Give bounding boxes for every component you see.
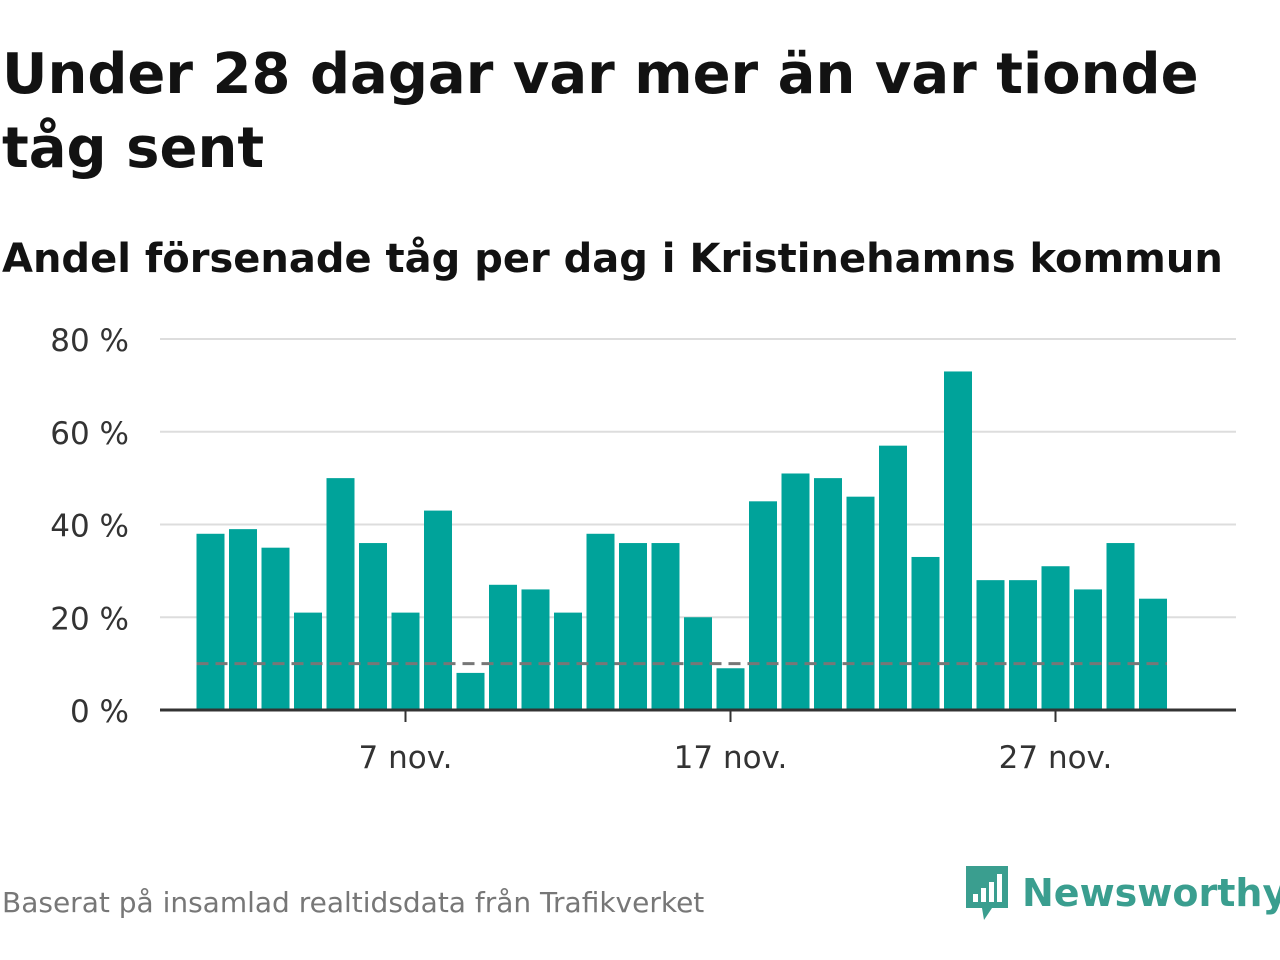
y-tick-label: 60 % [50,416,129,452]
chart-subtitle: Andel försenade tåg per dag i Kristineha… [2,236,1223,282]
bar [1106,543,1135,710]
bar [879,445,907,710]
bar [229,529,257,710]
bar [911,556,940,710]
x-tick-label: 27 nov. [999,740,1113,776]
x-tick-label: 7 nov. [359,740,453,776]
y-tick-label: 80 % [50,323,129,359]
bar [814,478,842,710]
source-note: Baserat på insamlad realtidsdata från Tr… [2,886,705,919]
bar [521,589,550,710]
bar [294,612,322,710]
x-tick-label: 17 nov. [674,740,788,776]
y-tick-label: 40 % [50,509,129,545]
bar [619,543,647,710]
bar [749,501,777,710]
bar [586,533,615,710]
bar [456,672,485,710]
newsworthy-brand: Newsworthy [962,862,1280,924]
bar [1009,580,1037,710]
bar [489,584,517,710]
bar [261,547,290,710]
bar [196,533,225,710]
bar [554,612,582,710]
bar [326,478,355,710]
chart-title: Under 28 dagar var mer än var tionde tåg… [2,42,1199,181]
bar [1074,589,1102,710]
y-tick-label: 0 % [70,694,129,730]
bar [1139,598,1167,710]
newsworthy-logo-icon [966,866,1008,920]
bar [716,668,745,710]
bar [781,473,810,710]
bar [391,612,420,710]
bar [846,496,875,710]
bar [976,580,1005,710]
y-tick-label: 20 % [50,601,129,637]
bar [424,510,452,710]
bar [1041,566,1070,710]
bar [944,371,972,710]
brand-name: Newsworthy [1022,871,1280,915]
bar [359,543,387,710]
bar [651,543,680,710]
